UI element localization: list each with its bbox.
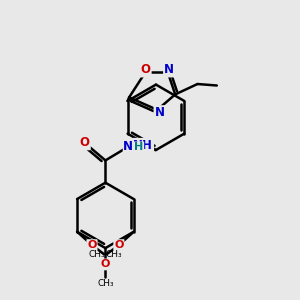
Text: CH₃: CH₃: [89, 250, 106, 259]
Text: CH₃: CH₃: [105, 250, 122, 259]
Text: O: O: [101, 260, 110, 269]
Text: O: O: [114, 240, 124, 250]
Text: NH: NH: [133, 139, 153, 152]
Text: O: O: [80, 136, 90, 149]
Text: N: N: [155, 106, 165, 119]
Text: N: N: [123, 140, 133, 153]
Text: CH₃: CH₃: [97, 279, 114, 288]
Text: O: O: [87, 240, 97, 250]
Text: N: N: [164, 63, 174, 76]
Text: H: H: [134, 142, 144, 152]
Text: O: O: [140, 63, 151, 76]
